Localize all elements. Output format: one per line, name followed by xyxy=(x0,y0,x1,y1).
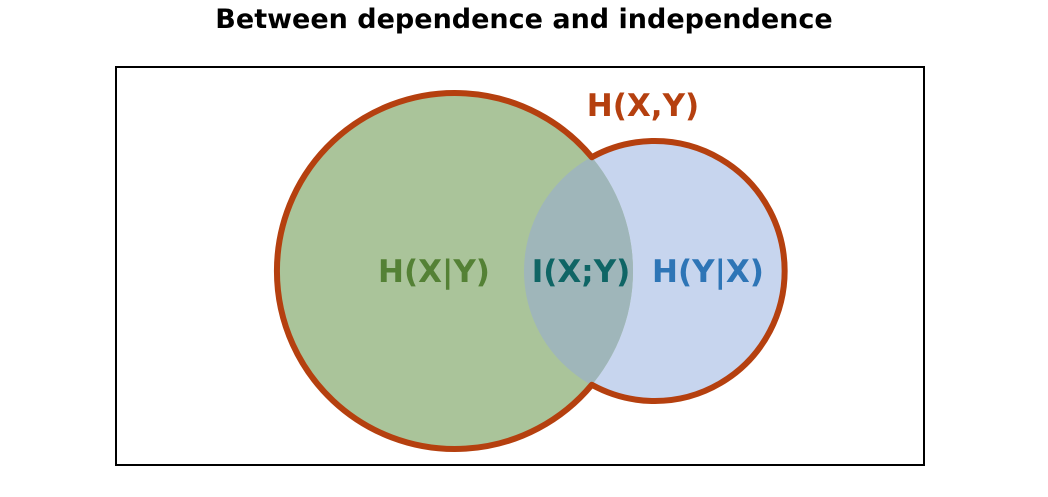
joint-entropy-label: H(X,Y) xyxy=(587,88,699,124)
diagram-title: Between dependence and independence xyxy=(215,4,833,35)
mutual-information-label: I(X;Y) xyxy=(532,254,631,290)
left-circle-fill xyxy=(277,93,633,449)
joint-entropy-outline xyxy=(274,90,788,452)
conditional-entropy-y-given-x-label: H(Y|X) xyxy=(652,254,764,290)
conditional-entropy-x-given-y-label: H(X|Y) xyxy=(378,254,490,290)
